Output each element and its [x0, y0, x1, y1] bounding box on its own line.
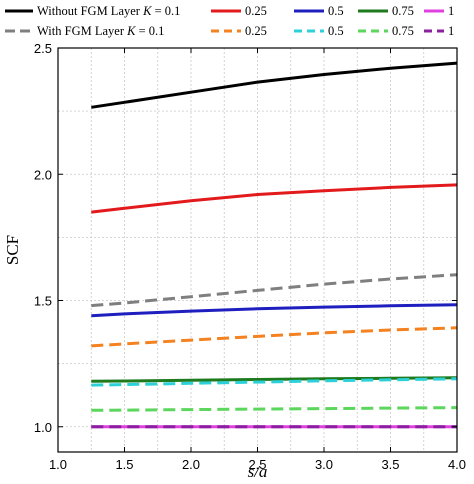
x-tick-label: 2.0 [182, 457, 200, 472]
x-tick-label: 4.0 [448, 457, 466, 472]
x-tick-label: 1.5 [115, 457, 133, 472]
legend-label: 1 [448, 24, 454, 38]
with-fgm-k-05-line [91, 377, 458, 387]
x-axis-label: s/a [248, 462, 268, 481]
with-fgm-k-075-line [91, 406, 458, 412]
x-tick-label: 3.0 [315, 457, 333, 472]
without-fgm-k-0.1-line [91, 61, 458, 109]
y-tick-label: 2.0 [34, 167, 52, 182]
without-fgm-k-05-line [91, 303, 458, 318]
legend-label: Without FGM Layer K = 0.1 [37, 4, 180, 18]
y-tick-label: 1.5 [34, 294, 52, 309]
legend: Without FGM Layer K = 0.1 0.25 0.5 0.75 1 Wit… [5, 4, 454, 38]
legend-label: 1 [448, 4, 454, 18]
legend-label: 0.75 [392, 4, 414, 18]
x-tick-label: 1.0 [49, 457, 67, 472]
axis-ticks: 1.0 1.5 2.0 2.5 3.0 3.5 4.0 1.0 1.5 2.0 2.5 [34, 41, 466, 472]
series-lines [91, 61, 458, 429]
legend-label: 0.25 [245, 4, 267, 18]
with-fgm-k-025-line [91, 326, 458, 348]
y-axis-label: SCF [3, 235, 22, 265]
without-fgm-k-025-line [91, 183, 458, 214]
x-tick-label: 2.5 [248, 457, 266, 472]
legend-label: 0.75 [392, 24, 414, 38]
legend-label: 0.5 [328, 24, 344, 38]
y-tick-label: 2.5 [34, 41, 52, 56]
x-tick-label: 3.5 [381, 457, 399, 472]
y-tick-label: 1.0 [34, 420, 52, 435]
with-fgm-k-0.1-line [91, 273, 458, 308]
legend-label: With FGM Layer K = 0.1 [37, 24, 164, 38]
legend-label: 0.5 [328, 4, 344, 18]
legend-label: 0.25 [245, 24, 267, 38]
